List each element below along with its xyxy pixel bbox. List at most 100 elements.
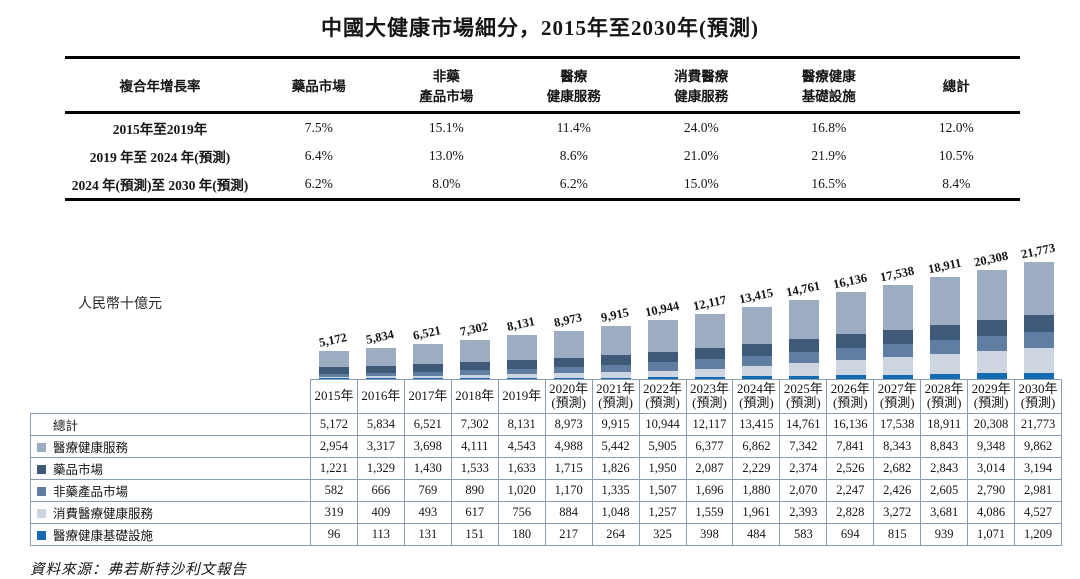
series-row-services: 醫療健康服務 2,954 3,317 3,698 4,111 4,543 4,988 5,44… xyxy=(30,434,1062,458)
value-cell: 694 xyxy=(826,522,875,546)
value-cell: 9,348 xyxy=(967,434,1016,458)
bar-segment-pharma xyxy=(929,324,960,341)
cagr-header-cell: 醫療 健康服務 xyxy=(510,56,638,114)
stacked-bar xyxy=(694,313,725,379)
bar-segment-pharma xyxy=(788,339,819,352)
year-cell: 2020年 (預測) xyxy=(544,379,593,414)
stacked-bar xyxy=(929,277,960,379)
value-cell: 1,048 xyxy=(591,500,640,524)
bar-segment-pharma xyxy=(506,359,537,369)
page-title: 中國大健康市場細分，2015年至2030年(預測) xyxy=(321,16,759,40)
year-cell: 2027年 (預測) xyxy=(873,379,922,414)
cagr-header-cell: 複合年增長率 xyxy=(65,56,255,114)
cagr-table-section: 複合年增長率 藥品市場 非藥 產品市場 醫療 健康服務 消費醫療 健康服務 醫療健康 基礎… xyxy=(65,56,1020,201)
value-cell: 884 xyxy=(544,500,593,524)
year-cell: 2019年 xyxy=(497,379,546,414)
chart-column: 5,172 xyxy=(310,330,357,379)
cagr-value-cell: 21.9% xyxy=(811,148,847,163)
value-cell: 113 xyxy=(356,522,405,546)
value-cell: 8,843 xyxy=(920,434,969,458)
bar-segment-nonpharma xyxy=(553,366,584,374)
stacked-bar xyxy=(553,330,584,379)
value-cell: 9,862 xyxy=(1014,434,1062,458)
bar-segment-services xyxy=(506,335,537,360)
value-cell: 2,682 xyxy=(873,456,922,480)
cagr-value-cell: 8.4% xyxy=(892,170,1020,201)
bar-total-label: 13,415 xyxy=(738,285,775,307)
value-cell: 20,308 xyxy=(967,412,1016,436)
series-label-cell: 醫療健康基礎設施 xyxy=(30,522,311,546)
bar-segment-nonpharma xyxy=(694,359,725,369)
stacked-bar xyxy=(318,351,349,379)
legend-swatch xyxy=(37,486,46,496)
chart-column: 16,136 xyxy=(827,271,874,379)
year-cell: 2015年 xyxy=(310,379,358,414)
value-cell: 5,834 xyxy=(356,412,405,436)
year-cell: 2023年 (預測) xyxy=(685,379,734,414)
cagr-header-cell: 總計 xyxy=(892,56,1020,114)
bar-segment-pharma xyxy=(647,351,678,363)
value-cell: 2,070 xyxy=(779,478,828,502)
value-cell: 484 xyxy=(732,522,781,546)
chart-data-table: 2015年 2016年 2017年 2018年 2019年 2020年 (預測) 2021年(… xyxy=(30,379,1062,546)
value-cell: 666 xyxy=(356,478,405,502)
cagr-value-cell: 16.8% xyxy=(811,120,847,135)
bar-total-label: 8,973 xyxy=(553,310,584,330)
chart-column: 12,117 xyxy=(686,293,733,379)
bar-segment-consumer xyxy=(365,376,396,379)
value-cell: 6,377 xyxy=(685,434,734,458)
year-cell: 2024年 (預測) xyxy=(732,379,781,414)
bar-segment-nonpharma xyxy=(929,340,960,355)
chart-column: 5,834 xyxy=(357,326,404,379)
cagr-value-cell: 21.0% xyxy=(683,148,719,163)
value-cell: 1,221 xyxy=(310,456,358,480)
cagr-value-cell: 6.4% xyxy=(304,148,333,163)
bar-total-label: 5,172 xyxy=(318,330,349,351)
cagr-header-cell: 藥品市場 xyxy=(255,56,383,114)
value-cell: 1,533 xyxy=(450,456,499,480)
bar-segment-infra xyxy=(976,373,1007,379)
cagr-row: 2024 年(預測)至 2030 年(預測) 6.2% 8.0% 6.2% 15.0% 1… xyxy=(65,170,1020,201)
bar-segment-consumer xyxy=(1023,348,1054,373)
cagr-value-cell: 8.0% xyxy=(382,170,510,201)
bar-segment-nonpharma xyxy=(647,362,678,371)
series-row-consumer: 消費醫療健康服務 319 409 493 617 756 884 1,048 1,257 1,55… xyxy=(30,500,1062,524)
stacked-bar xyxy=(835,292,866,379)
legend-swatch xyxy=(37,530,46,540)
value-cell: 5,905 xyxy=(638,434,687,458)
bar-segment-consumer xyxy=(553,373,584,378)
value-cell: 7,342 xyxy=(779,434,828,458)
value-cell: 3,194 xyxy=(1014,456,1062,480)
bar-total-label: 5,834 xyxy=(365,326,396,347)
value-cell: 13,415 xyxy=(732,412,781,436)
value-cell: 1,430 xyxy=(403,456,452,480)
value-cell: 2,247 xyxy=(826,478,875,502)
value-cell: 3,681 xyxy=(920,500,969,524)
bar-total-label: 20,308 xyxy=(973,248,1010,270)
bar-segment-nonpharma xyxy=(459,370,490,375)
value-cell: 14,761 xyxy=(779,412,828,436)
bar-segment-services xyxy=(694,313,725,349)
bar-segment-infra xyxy=(694,376,725,379)
bar-segment-services xyxy=(412,344,443,364)
series-label-cell: 總計 xyxy=(30,412,311,436)
bar-total-label: 18,911 xyxy=(926,256,963,277)
year-cell: 2030年 (預測) xyxy=(1014,379,1062,414)
cagr-header-cell: 非藥 產品市場 xyxy=(382,56,510,114)
stacked-bar xyxy=(506,335,537,379)
value-cell: 1,071 xyxy=(967,522,1016,546)
chart-column: 7,302 xyxy=(451,319,498,379)
value-cell: 2,526 xyxy=(826,456,875,480)
bar-segment-pharma xyxy=(835,334,866,349)
value-cell: 939 xyxy=(920,522,969,546)
bar-segment-consumer xyxy=(835,360,866,376)
stacked-bar xyxy=(976,269,1007,379)
bar-segment-nonpharma xyxy=(318,373,349,377)
bar-segment-consumer xyxy=(506,373,537,379)
year-cell: 2021年 (預測) xyxy=(591,379,640,414)
year-cell: 2026年 (預測) xyxy=(826,379,875,414)
value-cell: 583 xyxy=(779,522,828,546)
value-cell: 6,521 xyxy=(403,412,452,436)
stacked-bar xyxy=(412,344,443,379)
value-cell: 582 xyxy=(310,478,358,502)
